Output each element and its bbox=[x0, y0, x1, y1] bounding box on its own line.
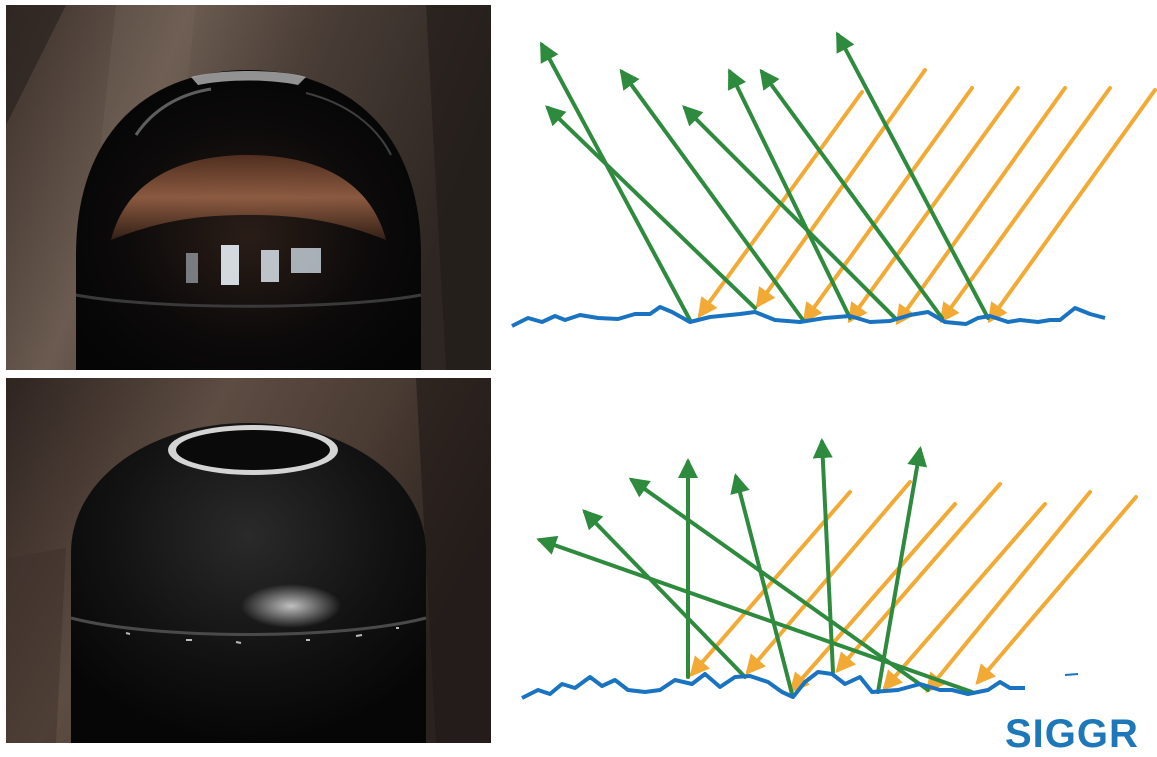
incident-ray bbox=[755, 68, 927, 309]
reflected-ray bbox=[812, 438, 835, 674]
incident-ray bbox=[789, 502, 957, 694]
incident-rays bbox=[689, 480, 1138, 694]
reflected-ray bbox=[728, 68, 852, 320]
specular-reflection-diagram bbox=[500, 0, 1157, 372]
matte-dome-photo bbox=[6, 378, 491, 743]
matte-dome-image bbox=[6, 378, 491, 743]
incident-ray bbox=[882, 502, 1047, 692]
reflected-ray bbox=[619, 68, 805, 322]
reflected-ray bbox=[836, 31, 990, 320]
reflected-ray bbox=[759, 68, 944, 320]
incident-ray bbox=[925, 490, 1092, 694]
incident-ray bbox=[689, 490, 852, 678]
incident-ray bbox=[895, 86, 1067, 326]
reflected-ray bbox=[536, 535, 974, 694]
reflected-ray bbox=[682, 105, 897, 320]
reflected-ray bbox=[876, 446, 928, 694]
reflected-ray bbox=[628, 477, 930, 692]
glossy-dome-image bbox=[6, 5, 491, 370]
incident-ray bbox=[975, 495, 1138, 686]
diffuse-reflection-svg bbox=[521, 438, 1138, 700]
incident-ray bbox=[939, 86, 1112, 324]
reflected-rays bbox=[536, 438, 974, 696]
reflected-ray bbox=[730, 473, 794, 696]
incident-ray bbox=[847, 86, 1020, 324]
reflected-ray bbox=[540, 41, 692, 322]
reflected-rays bbox=[540, 31, 990, 322]
incident-ray bbox=[835, 482, 1002, 674]
reflected-ray bbox=[545, 105, 757, 310]
incident-rays bbox=[697, 68, 1157, 326]
surface-line bbox=[511, 305, 1106, 328]
surface-line bbox=[521, 670, 1025, 700]
glossy-dome-photo bbox=[6, 5, 491, 370]
surface-marker bbox=[1064, 673, 1079, 676]
diffuse-reflection-diagram bbox=[500, 372, 1157, 748]
incident-ray bbox=[987, 88, 1157, 324]
siggraph-logo: SIGGR bbox=[1005, 712, 1139, 756]
reflected-ray bbox=[582, 509, 747, 679]
specular-reflection-svg bbox=[511, 31, 1157, 328]
